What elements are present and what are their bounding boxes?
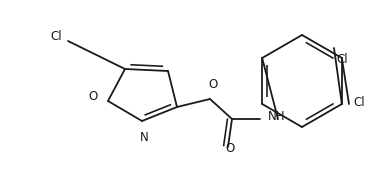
Text: NH: NH bbox=[268, 109, 285, 122]
Text: O: O bbox=[89, 91, 98, 104]
Text: Cl: Cl bbox=[50, 29, 62, 43]
Text: Cl: Cl bbox=[353, 97, 364, 109]
Text: N: N bbox=[140, 131, 148, 144]
Text: O: O bbox=[225, 142, 235, 155]
Text: Cl: Cl bbox=[336, 53, 348, 66]
Text: O: O bbox=[209, 78, 218, 91]
